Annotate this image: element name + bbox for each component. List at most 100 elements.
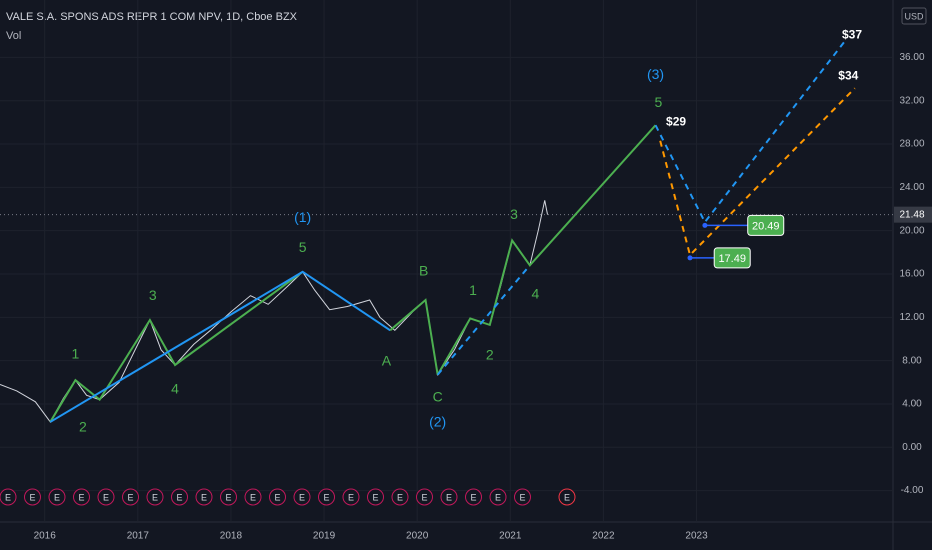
earnings-icon	[391, 488, 409, 506]
earnings-label: E	[397, 492, 403, 502]
wave-line	[436, 124, 657, 376]
earnings-icon	[489, 488, 507, 506]
earnings-icon	[195, 488, 213, 506]
wave-label: 4	[171, 381, 179, 397]
y-tick-label: 20.00	[899, 225, 924, 236]
earnings-label: E	[323, 492, 329, 502]
earnings-label: E	[201, 492, 207, 502]
y-tick-label: 32.00	[899, 95, 924, 106]
y-tick-label: 16.00	[899, 269, 924, 280]
earnings-label: E	[225, 492, 231, 502]
earnings-label: E	[470, 492, 476, 502]
earnings-label: E	[564, 492, 570, 502]
wave-label: B	[419, 263, 428, 279]
x-tick-label: 2017	[127, 531, 150, 542]
y-tick-label: 36.00	[899, 52, 924, 63]
y-tick-label: -4.00	[901, 485, 924, 496]
y-tick-label: 4.00	[902, 399, 922, 410]
earnings-icon	[416, 488, 433, 506]
earnings-icon	[318, 488, 335, 506]
earnings-icon	[146, 488, 164, 506]
wave-label: A	[382, 353, 392, 369]
earnings-label: E	[299, 492, 305, 502]
wave-label: 1	[469, 282, 477, 298]
wave-line	[654, 39, 847, 224]
last-price-label: 21.48	[899, 209, 924, 220]
y-tick-label: 0.00	[902, 442, 922, 453]
earnings-label: E	[127, 492, 133, 502]
wave-label: 3	[510, 206, 518, 222]
earnings-label: E	[446, 492, 452, 502]
wave-label: 5	[654, 94, 662, 110]
earnings-label: E	[176, 492, 182, 502]
x-tick-label: 2022	[592, 531, 615, 542]
wave-label: $34	[838, 68, 858, 82]
y-tick-label: 8.00	[902, 355, 922, 366]
earnings-label: E	[348, 492, 354, 502]
earnings-icon	[48, 488, 66, 506]
x-tick-label: 2021	[499, 531, 522, 542]
subtitle: Vol	[6, 30, 21, 42]
earnings-icon	[220, 488, 237, 506]
chart-title: VALE S.A. SPONS ADS REPR 1 COM NPV, 1D, …	[6, 11, 298, 23]
y-tick-label: 12.00	[899, 312, 924, 323]
x-tick-label: 2020	[406, 531, 429, 542]
x-tick-label: 2018	[220, 531, 243, 542]
earnings-label: E	[250, 492, 256, 502]
earnings-icon	[73, 488, 90, 506]
y-tick-label: 24.00	[899, 182, 924, 193]
earnings-label: E	[274, 492, 280, 502]
earnings-icon	[558, 488, 576, 506]
currency-badge[interactable]	[901, 7, 927, 25]
x-tick-label: 2016	[34, 531, 57, 542]
earnings-icon	[171, 488, 188, 506]
earnings-icon	[465, 488, 482, 506]
wave-label: $29	[666, 115, 686, 129]
earnings-label: E	[495, 492, 501, 502]
currency: USD	[904, 11, 924, 21]
target-box	[713, 247, 751, 269]
wave-label: 5	[299, 239, 307, 255]
wave-label: (2)	[429, 414, 446, 430]
x-tick-label: 2023	[685, 531, 708, 542]
earnings-icon	[0, 488, 17, 506]
earnings-label: E	[519, 492, 525, 502]
target-label: 17.49	[718, 253, 746, 265]
earnings-icon	[367, 488, 384, 506]
earnings-label: E	[103, 492, 109, 502]
earnings-icon	[244, 488, 262, 506]
earnings-icon	[24, 488, 41, 506]
target-box	[747, 214, 785, 236]
wave-label: (1)	[294, 209, 311, 225]
earnings-label: E	[372, 492, 378, 502]
y-tick-label: 28.00	[899, 139, 924, 150]
earnings-label: E	[421, 492, 427, 502]
wave-line	[436, 264, 531, 376]
earnings-icon	[122, 488, 139, 506]
last-price-badge	[894, 206, 932, 223]
wave-label: 1	[72, 346, 80, 362]
target-label: 20.49	[752, 220, 780, 232]
wave-line	[49, 271, 304, 423]
wave-label: 4	[532, 286, 540, 302]
earnings-icon	[440, 488, 458, 506]
earnings-label: E	[152, 492, 158, 502]
earnings-icon	[514, 488, 531, 506]
earnings-label: E	[5, 492, 11, 502]
earnings-label: E	[54, 492, 60, 502]
earnings-label: E	[78, 492, 84, 502]
wave-label: C	[433, 389, 443, 405]
earnings-label: E	[29, 492, 35, 502]
target-point	[687, 255, 693, 261]
wave-label: 2	[79, 419, 87, 435]
wave-label: $37	[842, 27, 862, 41]
earnings-icon	[342, 488, 360, 506]
wave-label: 2	[486, 347, 494, 363]
grid	[0, 0, 893, 522]
wave-line	[49, 270, 391, 423]
wave-label: 3	[149, 287, 157, 303]
x-tick-label: 2019	[313, 531, 336, 542]
